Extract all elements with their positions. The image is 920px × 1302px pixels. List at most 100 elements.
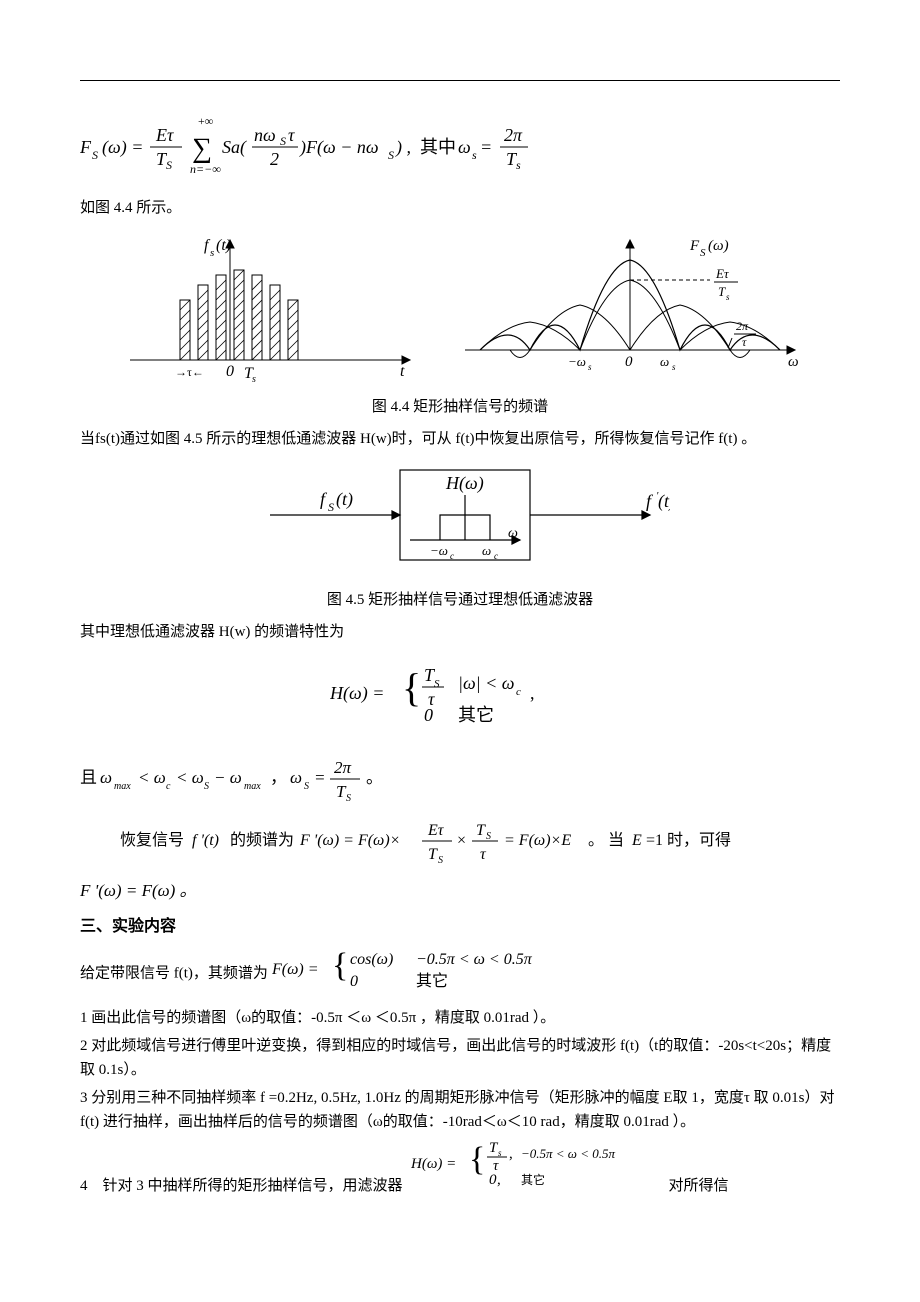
svg-text:E: E <box>631 832 642 849</box>
svg-text:F(ω) =: F(ω) = <box>272 961 319 978</box>
svg-text:)F(ω − nω: )F(ω − nω <box>299 137 379 158</box>
svg-text:F: F <box>689 238 700 254</box>
svg-text:H(ω): H(ω) <box>445 473 484 494</box>
svg-text:c: c <box>516 686 521 698</box>
as-shown-text: 如图 4.4 所示。 <box>80 196 840 220</box>
svg-text:f '(t): f '(t) <box>192 832 219 849</box>
svg-text:ω: ω <box>290 768 302 787</box>
svg-text:，: ， <box>270 768 287 787</box>
svg-text:0: 0 <box>226 363 234 380</box>
svg-text:Eτ: Eτ <box>715 266 730 281</box>
svg-text:=1 时，可得: =1 时，可得 <box>646 831 731 849</box>
svg-text:S: S <box>304 781 309 792</box>
svg-text:− ω: − ω <box>214 768 242 787</box>
svg-text:= F(ω)×E: = F(ω)×E <box>504 832 571 849</box>
item-4-pre: 4 针对 3 中抽样所得的矩形抽样信号，用滤波器 <box>80 1174 403 1198</box>
item-4-post: 对所得信 <box>669 1174 729 1198</box>
item-4: 4 针对 3 中抽样所得的矩形抽样信号，用滤波器 H(ω) = { Ts τ ,… <box>80 1138 840 1198</box>
fig-4-5: fS(t) H(ω) −ωc ωc ω f'(t) <box>80 455 840 583</box>
svg-text:ω: ω <box>100 768 112 787</box>
svg-text:0: 0 <box>424 705 433 725</box>
page-container: FS (ω) = Eτ TS +∞ ∑ n=−∞ Sa( nωSτ 2 )F(ω… <box>0 0 920 1242</box>
svg-text:H(ω) =: H(ω) = <box>411 1156 456 1172</box>
item-3: 3 分别用三种不同抽样频率 f =0.2Hz, 0.5Hz, 1.0Hz 的周期… <box>80 1086 840 1134</box>
svg-text:S: S <box>438 855 443 865</box>
para-lpf: 当fs(t)通过如图 4.5 所示的理想低通滤波器 H(w)时，可从 f(t)中… <box>80 427 840 451</box>
svg-text:2π: 2π <box>504 125 523 145</box>
fig-4-4-caption: 图 4.4 矩形抽样信号的频谱 <box>80 395 840 419</box>
para-given: 给定带限信号 f(t)，其频谱为 F(ω) = { cos(ω) −0.5π <… <box>80 946 840 1002</box>
top-rule <box>80 80 840 81</box>
fig-4-5-caption: 图 4.5 矩形抽样信号通过理想低通滤波器 <box>80 588 840 612</box>
fig-4-4-right: FS(ω) Eτ Ts ω −ωs 0 ωs 2π τ <box>460 230 800 390</box>
svg-text:n=−∞: n=−∞ <box>190 162 221 176</box>
formula-range: 且 ωmax < ωc < ωS − ωmax ， ωS = 2π TS 。 <box>80 753 840 811</box>
svg-text:|ω| < ω: |ω| < ω <box>458 673 514 693</box>
svg-text:−0.5π < ω < 0.5π: −0.5π < ω < 0.5π <box>521 1146 616 1161</box>
para-h: 其中理想低通滤波器 H(w) 的频谱特性为 <box>80 620 840 644</box>
formula-equal: F '(ω) = F(ω) 。 <box>80 877 840 904</box>
svg-text:恢复信号: 恢复信号 <box>120 831 184 849</box>
formula-fs: FS (ω) = Eτ TS +∞ ∑ n=−∞ Sa( nωSτ 2 )F(ω… <box>80 111 840 181</box>
heading-3: 三、实验内容 <box>80 914 840 940</box>
svg-text:且: 且 <box>80 768 97 787</box>
svg-text:c: c <box>494 551 498 561</box>
svg-text:0: 0 <box>350 973 358 990</box>
svg-text:nω: nω <box>254 125 276 145</box>
svg-text:F: F <box>80 137 92 157</box>
svg-text:max: max <box>244 781 261 792</box>
svg-text:max: max <box>114 781 131 792</box>
svg-text:2π: 2π <box>334 758 352 777</box>
formula-fs-svg: FS (ω) = Eτ TS +∞ ∑ n=−∞ Sa( nωSτ 2 )F(ω… <box>80 111 580 181</box>
svg-text:T: T <box>718 284 726 299</box>
svg-text:其它: 其它 <box>521 1172 545 1187</box>
svg-text:(t): (t) <box>658 491 670 512</box>
svg-text:其中: 其中 <box>420 137 456 157</box>
svg-text:S: S <box>486 831 491 842</box>
svg-text:τ: τ <box>288 125 295 145</box>
svg-text:s: s <box>672 362 676 372</box>
svg-text:S: S <box>166 158 172 172</box>
para-given-pre: 给定带限信号 f(t)，其频谱为 <box>80 965 268 981</box>
svg-text:c: c <box>166 781 171 792</box>
svg-text:2π: 2π <box>736 319 749 333</box>
svg-text:→τ←: →τ← <box>175 365 204 379</box>
svg-text:{: { <box>469 1141 485 1178</box>
svg-text:ω: ω <box>660 354 669 369</box>
svg-text:Eτ: Eτ <box>427 822 445 839</box>
formula-h: H(ω) = { TS τ |ω| < ωc 0 其它 , <box>80 659 840 738</box>
svg-text:其它: 其它 <box>458 705 494 725</box>
svg-text:的频谱为: 的频谱为 <box>230 831 294 849</box>
svg-text:ω: ω <box>788 354 799 370</box>
svg-text:S: S <box>280 134 286 148</box>
item-2: 2 对此频域信号进行傅里叶逆变换，得到相应的时域信号，画出此信号的时域波形 f(… <box>80 1034 840 1082</box>
svg-text:ω: ω <box>458 137 471 157</box>
svg-text:∑: ∑ <box>192 133 212 164</box>
svg-text:S: S <box>92 148 98 162</box>
fig-4-5-svg: fS(t) H(ω) −ωc ωc ω f'(t) <box>250 455 670 575</box>
svg-text:=: = <box>480 137 492 157</box>
svg-text:,: , <box>509 1146 513 1162</box>
svg-text:τ: τ <box>742 335 747 349</box>
svg-text:(t): (t) <box>216 237 231 254</box>
svg-text:ω: ω <box>508 526 518 541</box>
svg-text:×: × <box>456 832 467 849</box>
svg-text:{: { <box>402 665 421 710</box>
svg-text:S: S <box>328 500 334 514</box>
svg-text:Eτ: Eτ <box>155 125 174 145</box>
svg-text:) ,: ) , <box>395 137 411 158</box>
svg-text:f: f <box>646 491 654 511</box>
svg-text:。 当: 。 当 <box>588 831 624 849</box>
svg-text:< ω: < ω <box>176 768 204 787</box>
svg-text:,: , <box>497 1172 501 1188</box>
svg-text:S: S <box>204 781 209 792</box>
svg-text:S: S <box>434 678 440 690</box>
item-1: 1 画出此信号的频谱图（ω的取值：-0.5π ＜ω ＜0.5π ，精度取 0.0… <box>80 1006 840 1030</box>
svg-text:(ω): (ω) <box>708 238 729 254</box>
svg-text:Sa(: Sa( <box>222 137 247 158</box>
svg-text:S: S <box>388 148 394 162</box>
svg-text:0: 0 <box>625 354 633 370</box>
formula-recover: 恢复信号 f '(t) 的频谱为 F '(ω) = F(ω)× Eτ TS × … <box>80 815 840 873</box>
svg-text:H(ω) =: H(ω) = <box>330 683 384 704</box>
svg-text:τ: τ <box>480 846 487 863</box>
